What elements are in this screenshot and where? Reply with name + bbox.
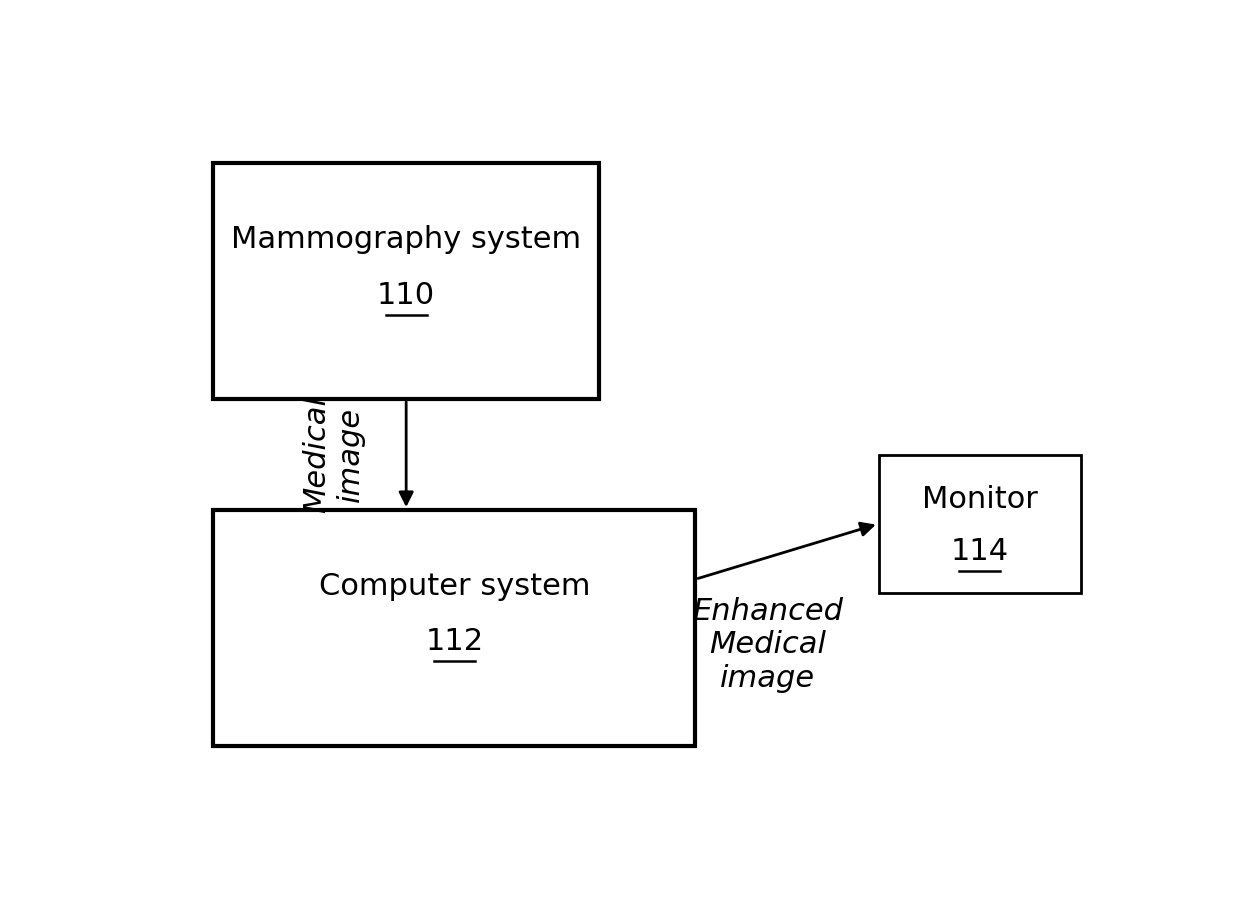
Text: Medical
image: Medical image	[302, 396, 366, 513]
Text: Mammography system: Mammography system	[231, 225, 581, 254]
Text: Enhanced
Medical
image: Enhanced Medical image	[692, 597, 843, 693]
Bar	[214, 164, 600, 399]
Text: Monitor: Monitor	[922, 485, 1037, 514]
Bar	[878, 454, 1081, 593]
Bar	[214, 510, 695, 745]
Text: 114: 114	[950, 537, 1009, 566]
Text: 112: 112	[425, 627, 484, 656]
Text: Computer system: Computer system	[318, 572, 590, 600]
Text: 110: 110	[377, 281, 435, 310]
